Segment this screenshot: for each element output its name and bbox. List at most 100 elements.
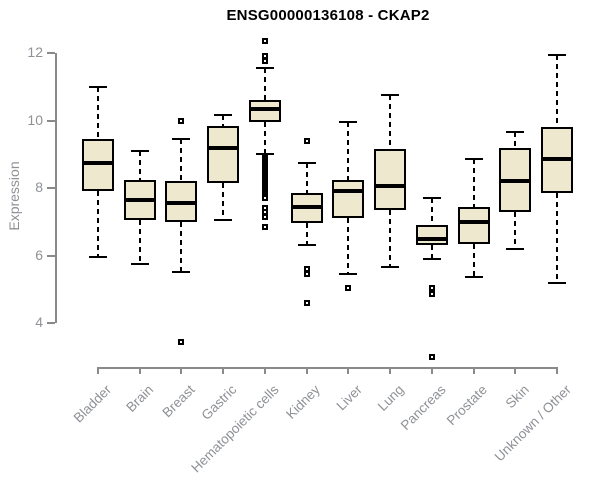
x-axis-tick [430, 369, 433, 374]
lower-whisker-cap [214, 219, 233, 222]
x-tick-label: Breast [159, 382, 199, 421]
x-tick-label: Unknown / Other [491, 382, 574, 465]
box [207, 125, 240, 183]
upper-whisker [305, 162, 308, 194]
y-tick-label: 10 [27, 111, 43, 128]
upper-whisker-cap [297, 161, 316, 164]
median-line [166, 201, 197, 206]
x-tick-label: Kidney [283, 382, 324, 422]
upper-whisker [472, 159, 475, 207]
upper-whisker-cap [339, 121, 358, 124]
outlier-point [428, 353, 435, 360]
y-tick-label: 12 [27, 44, 43, 60]
x-axis-tick [263, 369, 266, 374]
lower-whisker [263, 122, 266, 155]
y-tick-label: 8 [35, 179, 43, 195]
upper-whisker [180, 139, 183, 182]
lower-whisker-cap [422, 257, 441, 260]
y-axis-tick [47, 52, 55, 54]
lower-whisker-cap [548, 281, 566, 284]
upper-whisker-cap [548, 53, 566, 56]
median-line [83, 160, 113, 165]
lower-whisker [389, 209, 392, 268]
x-tick-label: Lung [374, 382, 407, 414]
upper-whisker [222, 115, 225, 126]
x-axis-tick [389, 369, 392, 374]
outlier-point [261, 213, 268, 220]
box [332, 179, 365, 219]
outlier-point [428, 291, 435, 298]
outlier-point [303, 271, 310, 278]
outlier-point [261, 208, 268, 215]
upper-whisker-cap [130, 149, 149, 152]
x-axis-tick [222, 369, 225, 374]
y-tick-label: 4 [35, 314, 43, 330]
median-line [416, 236, 447, 241]
box [457, 206, 490, 244]
upper-whisker [389, 95, 392, 150]
box [248, 100, 281, 123]
x-axis-tick [180, 369, 183, 374]
lower-whisker [514, 211, 517, 249]
median-line [375, 184, 406, 189]
upper-whisker [263, 68, 266, 101]
upper-whisker-cap [255, 67, 274, 70]
median-line [500, 179, 531, 184]
upper-whisker-cap [381, 94, 400, 97]
lower-whisker-cap [339, 273, 358, 276]
lower-whisker [556, 193, 558, 283]
lower-whisker [430, 245, 433, 259]
lower-whisker-cap [506, 247, 525, 250]
x-tick-label: Gastric [198, 382, 240, 423]
outlier-point [428, 284, 435, 291]
outlier-point [303, 137, 310, 144]
upper-whisker-cap [214, 114, 233, 117]
outlier-point [178, 117, 185, 124]
x-tick-label: Bladder [71, 382, 115, 426]
lower-whisker-cap [130, 262, 149, 265]
upper-whisker-cap [506, 131, 525, 134]
median-line [291, 204, 322, 209]
x-axis-tick [305, 369, 308, 374]
upper-whisker-cap [464, 158, 483, 161]
lower-whisker [305, 223, 308, 246]
y-axis-tick [47, 322, 55, 324]
lower-whisker-cap [464, 276, 483, 279]
lower-whisker [97, 191, 99, 258]
lower-whisker-cap [255, 153, 274, 156]
outlier-point [178, 338, 185, 345]
outlier-point [261, 53, 268, 60]
x-tick-label: Brain [123, 382, 157, 415]
outlier-point [261, 223, 268, 230]
outlier-point [261, 58, 268, 65]
x-axis-tick [138, 369, 141, 374]
y-axis-tick [47, 119, 55, 122]
median-line [542, 157, 572, 162]
x-tick-label: Pancreas [397, 382, 449, 433]
x-axis-line [97, 367, 558, 369]
upper-whisker [430, 198, 433, 226]
lower-whisker [222, 182, 225, 221]
box [374, 149, 407, 210]
upper-whisker [347, 122, 350, 180]
box [82, 139, 114, 192]
x-axis-tick [556, 369, 558, 374]
median-line [249, 106, 280, 111]
lower-whisker-cap [381, 266, 400, 269]
x-axis-tick [472, 369, 475, 374]
median-line [458, 219, 489, 224]
x-axis-tick [97, 369, 99, 374]
median-line [208, 145, 239, 150]
chart-title: ENSG00000136108 - CKAP2 [226, 7, 430, 24]
upper-whisker-cap [172, 138, 191, 141]
x-axis-tick [514, 369, 517, 374]
lower-whisker [347, 218, 350, 275]
lower-whisker-cap [297, 244, 316, 247]
lower-whisker-cap [89, 256, 107, 259]
lower-whisker [472, 243, 475, 278]
x-tick-label: Liver [333, 382, 365, 414]
upper-whisker [138, 150, 141, 180]
y-axis-tick [47, 187, 55, 189]
